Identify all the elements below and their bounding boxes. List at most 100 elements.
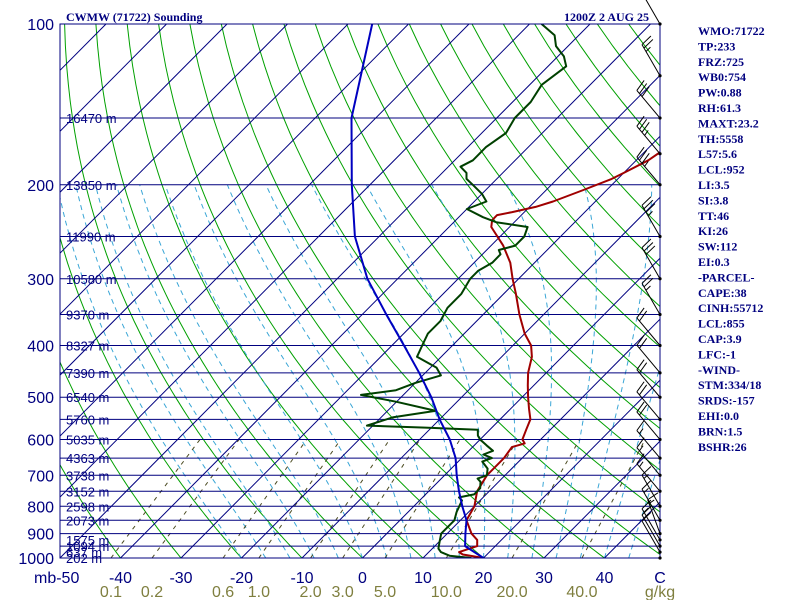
isotherm-line bbox=[543, 440, 660, 558]
wind-barb-half-feather bbox=[639, 445, 644, 452]
mixing-ratio-line bbox=[258, 439, 342, 558]
mixing-ratio-line bbox=[110, 439, 201, 558]
height-label: 8327 m bbox=[66, 339, 109, 354]
isotherm-line bbox=[120, 24, 651, 558]
index-line: PW:0.88 bbox=[698, 86, 742, 100]
isobars bbox=[60, 24, 660, 558]
pressure-tick-label: 300 bbox=[27, 272, 54, 289]
wind-barb bbox=[641, 480, 662, 522]
height-label: 11990 m bbox=[66, 229, 116, 244]
temperature-tick-label: -30 bbox=[169, 570, 192, 587]
height-label: 5035 m bbox=[66, 433, 109, 448]
index-line: LFC:-1 bbox=[698, 347, 736, 361]
wind-barb-feather bbox=[645, 245, 656, 255]
wind-barb-feather bbox=[639, 149, 648, 161]
height-label: 1575 m bbox=[66, 533, 109, 548]
pressure-tick-label: 1000 bbox=[18, 551, 54, 568]
mixing-ratio-tick-label: 0.2 bbox=[141, 584, 163, 600]
index-line: L57:5.6 bbox=[698, 147, 737, 161]
wind-barb-feather bbox=[639, 404, 648, 416]
wind-barb-feather bbox=[636, 437, 645, 448]
index-line: STM:334/18 bbox=[698, 378, 761, 392]
wind-barb-half-feather bbox=[643, 473, 649, 479]
wind-barb-staff bbox=[641, 283, 661, 315]
wind-barb-staff bbox=[636, 447, 661, 476]
wind-barb bbox=[636, 381, 662, 421]
wind-barbs bbox=[636, 0, 662, 560]
wind-barb-feather bbox=[639, 337, 648, 349]
wind-barb-staff bbox=[641, 488, 661, 521]
wind-barb-feather bbox=[647, 492, 659, 501]
mixing-ratio-tick-label: 1.0 bbox=[248, 584, 270, 600]
height-label: 1094 m bbox=[66, 539, 109, 554]
wind-barb-staff bbox=[647, 499, 661, 534]
wind-barb bbox=[636, 401, 662, 442]
wind-barb bbox=[636, 437, 662, 477]
index-line: SI:3.8 bbox=[698, 193, 728, 207]
mixing-ratio-tick-label: 10.0 bbox=[431, 584, 462, 600]
index-line: LCL:855 bbox=[698, 317, 745, 331]
wind-barb-feather bbox=[643, 199, 654, 210]
moist-adiabat-line bbox=[60, 195, 242, 558]
temperature-tick-label: 20 bbox=[475, 570, 493, 587]
height-label: 9370 m bbox=[66, 308, 109, 323]
index-line: EI:0.3 bbox=[698, 255, 730, 269]
pressure-tick-label: 900 bbox=[27, 527, 54, 544]
index-line: -WIND- bbox=[698, 363, 740, 377]
wind-barb-staff bbox=[636, 317, 661, 346]
height-label: 4363 m bbox=[66, 451, 109, 466]
wind-barb-staff bbox=[636, 430, 661, 459]
index-line: SRDS:-157 bbox=[698, 394, 755, 408]
wind-barb-feather bbox=[641, 152, 650, 164]
wind-barb-half-feather bbox=[643, 507, 649, 513]
moist-adiabat-line bbox=[94, 184, 291, 558]
wind-barb-half-feather bbox=[645, 285, 651, 291]
wind-barb bbox=[636, 420, 662, 460]
temperature-tick-label: -10 bbox=[290, 570, 313, 587]
height-label: 13850 m bbox=[66, 178, 117, 193]
wind-barb-half-feather bbox=[644, 130, 649, 136]
isotherm-line bbox=[60, 24, 167, 133]
isotherm-line bbox=[60, 24, 470, 437]
index-line: BRN:1.5 bbox=[698, 424, 742, 438]
wind-barb-feather bbox=[636, 334, 645, 346]
wind-barb-feather bbox=[641, 274, 652, 284]
temperature-tick-label: 40 bbox=[596, 570, 614, 587]
wind-barb bbox=[636, 146, 662, 187]
index-line: KI:26 bbox=[698, 224, 728, 238]
isotherm-line bbox=[60, 24, 591, 558]
wind-barb-feather bbox=[643, 277, 654, 288]
index-line: CINH:55712 bbox=[698, 301, 763, 315]
height-label: 637 m bbox=[66, 545, 102, 560]
mixing-ratio-lines bbox=[110, 439, 646, 558]
wind-barb-staff bbox=[641, 514, 661, 547]
temperature-tick-label: 30 bbox=[535, 570, 553, 587]
wind-barb-half-feather bbox=[643, 487, 649, 493]
wind-barb-feather bbox=[636, 115, 645, 127]
height-label: 2073 m bbox=[66, 513, 109, 528]
wind-barb-half-feather bbox=[639, 428, 644, 434]
wind-barb-feather bbox=[636, 307, 645, 319]
isotherm-line bbox=[241, 135, 660, 558]
plot-frame bbox=[59, 23, 661, 559]
index-line: TP:233 bbox=[698, 39, 735, 53]
wind-barb-feather bbox=[641, 86, 650, 97]
mixing-ratio-tick-label: 20.0 bbox=[496, 584, 527, 600]
temperature-labels: mb-50 -40 -30 -20 -10 0 10 20 30 40 C bbox=[34, 570, 666, 587]
mixing-ratio-tick-label: 3.0 bbox=[332, 584, 354, 600]
pressure-tick-label: 600 bbox=[27, 433, 54, 450]
wind-barb-feather bbox=[636, 401, 645, 413]
wind-barb bbox=[636, 80, 662, 120]
mixing-ratio-line bbox=[151, 439, 240, 558]
isotherm-line bbox=[60, 24, 409, 376]
wind-barb bbox=[636, 115, 662, 156]
mixing-ratio-line bbox=[310, 439, 391, 558]
wind-barb-base bbox=[658, 556, 662, 560]
wind-barb-feather bbox=[641, 196, 652, 206]
mixing-ratio-tick-label: 0.1 bbox=[100, 584, 122, 600]
temperature-tick-label: -40 bbox=[109, 570, 132, 587]
pressure-tick-label: 700 bbox=[27, 468, 54, 485]
wind-barb-staff bbox=[641, 205, 661, 237]
